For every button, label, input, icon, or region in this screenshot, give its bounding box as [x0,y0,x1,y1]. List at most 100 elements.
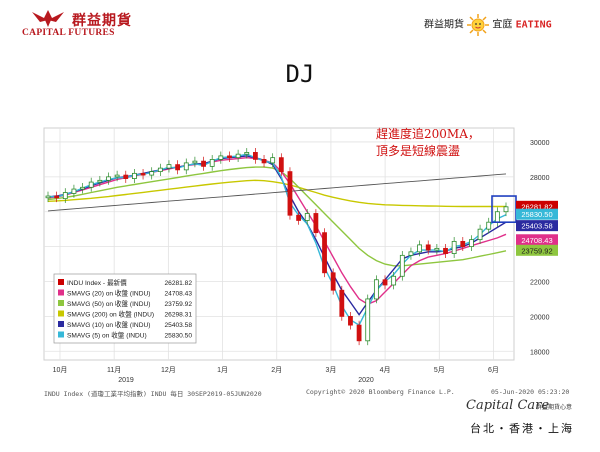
legend-name: SMAVG (20) on 收盤 (INDU) [67,289,150,298]
y-tick-label: 20000 [530,314,550,321]
value-tag [516,220,558,232]
candle [54,195,60,199]
annotation-text: 頂多是短線震盪 [376,143,460,158]
candle [425,244,431,251]
capital-futures-logo: 群益期貨 CAPITAL FUTURES [22,6,142,38]
legend-swatch [58,331,64,338]
x-tick-label: 1月 [217,366,228,374]
candle [88,181,94,188]
candle [201,160,206,167]
candle [166,164,172,169]
brand-right-eating: EATING [515,19,552,31]
candle [62,192,68,200]
candle [227,155,232,159]
candle [373,279,379,300]
footer-timestamp: 05-Jun-2020 05:23:20 [491,388,570,396]
candle [391,275,397,286]
candle [183,162,189,171]
candle [140,172,146,176]
logo-chinese-name: 群益期貨 [72,13,132,29]
candle [348,315,353,326]
candle [45,195,51,199]
legend-swatch [58,321,64,327]
candle [356,324,362,342]
candle [132,172,137,179]
chart-canvas: 1800020000220002400026000280003000010月11… [43,126,558,384]
value-tag [516,200,558,212]
x-year-label: 2019 [118,377,134,384]
legend-name: SMAVG (200) on 收盤 (INDU) [67,310,154,319]
value-tag-label: 23759.92 [521,246,552,255]
y-tick-label: 22000 [530,280,550,287]
footer-cities: 台北・香港・上海 [470,422,574,435]
legend-swatch [58,279,64,285]
brand-right-mid: 宜庭 [492,19,513,31]
candle [443,247,448,254]
candle [486,221,492,230]
candle [261,158,267,164]
candle [460,240,466,248]
value-tag [516,234,558,246]
value-tag-label: 26281.82 [521,202,552,211]
x-tick-label: 3月 [325,366,336,374]
legend-value: 25403.58 [164,322,192,329]
legend-value: 24708.43 [164,291,192,298]
series-line-smavg-200- [47,179,506,208]
legend-swatch [58,289,64,296]
candle [175,164,181,171]
x-tick-label: 6月 [488,366,499,374]
candle [287,171,293,216]
candle [244,152,250,155]
candle [270,157,276,164]
value-tag-label: 25403.58 [521,222,552,231]
y-tick-label: 30000 [530,140,550,147]
x-tick-label: 12月 [161,366,176,374]
candle [106,176,111,181]
capital-care-logo: Capital Care [466,398,550,413]
legend-box [53,273,197,344]
candle [313,213,319,234]
footer-copyright: Copyright© 2020 Bloomberg Finance L.P. [306,388,455,396]
candle [330,272,336,291]
x-tick-label: 10月 [53,366,68,374]
footer-source: INDU Index (道瓊工業平均指數) INDU 每日 30SEP2019-… [44,390,262,398]
series-line-long-term-trend-line [47,173,507,212]
candle [218,155,224,160]
legend-name: SMAVG (50) on 收盤 (INDU) [67,299,150,308]
dj-chart: 1800020000220002400026000280003000010月11… [40,124,585,424]
annotation-text: 趕進度追200MA， [376,126,480,141]
candle [382,279,388,286]
candle [494,211,500,223]
candle [192,160,198,164]
value-tag [516,208,558,220]
legend-value: 23759.92 [164,301,192,308]
value-tag-label: 24708.43 [521,236,552,245]
candle [469,239,474,248]
x-year-label: 2020 [358,377,374,384]
page-title: DJ [285,60,315,88]
logo-english-name: CAPITAL FUTURES [22,28,115,38]
capital-care-sub: 群益期貨心意 [536,404,573,411]
value-tag [516,244,558,256]
y-tick-label: 18000 [530,349,550,356]
sun-face-icon [467,14,490,36]
candle [80,186,85,190]
candle [209,158,215,167]
candle [235,153,241,159]
candle [339,289,345,317]
legend-swatch [58,300,64,306]
candle [434,247,440,251]
candle [399,254,405,277]
legend-value: 26298.31 [164,312,192,319]
candle [451,240,457,254]
legend-name: INDU Index - 最新價 [67,278,127,287]
candle [252,152,258,160]
candle [417,244,422,253]
candle [408,251,414,256]
legend-swatch [58,310,64,317]
candle [304,213,310,221]
y-tick-label: 28000 [530,175,550,182]
eagle-logo-icon [32,10,64,27]
candle [503,206,509,213]
candle [71,188,77,194]
